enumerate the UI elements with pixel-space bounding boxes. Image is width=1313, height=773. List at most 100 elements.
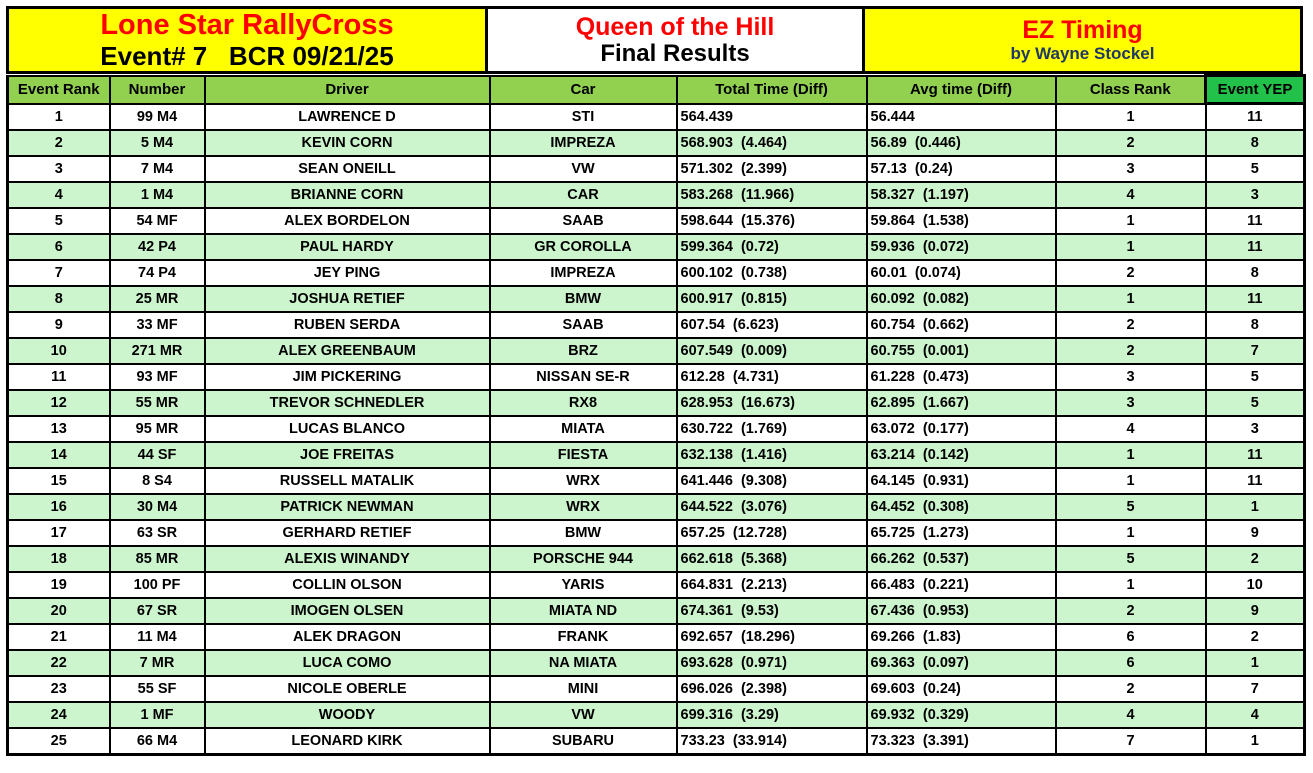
cell-car: CAR (488, 181, 678, 209)
cell-total-time: 662.618 (5.368) (675, 545, 868, 573)
cell-class-rank: 2 (1054, 597, 1207, 625)
cell-number: 67 SR (108, 597, 206, 625)
cell-driver: BRIANNE CORN (203, 181, 491, 209)
cell-avg-time: 69.363 (0.097) (865, 649, 1057, 677)
results-label: Final Results (600, 39, 750, 67)
table-row: 15 8 S4 RUSSELL MATALIK WRX 641.446 (9.308) 6… (6, 467, 1306, 495)
cell-event-rank: 21 (6, 623, 111, 651)
column-header-class-rank: Class Rank (1054, 74, 1207, 105)
cell-event-rank: 10 (6, 337, 111, 365)
cell-event-rank: 1 (6, 102, 111, 131)
cell-avg-time: 60.754 (0.662) (865, 311, 1057, 339)
cell-car: WRX (488, 467, 678, 495)
cell-total-time: 607.54 (6.623) (675, 311, 868, 339)
cell-event-yep: 8 (1204, 259, 1306, 287)
cell-car: BMW (488, 519, 678, 547)
column-header-avg-time: Avg time (Diff) (865, 74, 1057, 105)
cell-car: VW (488, 701, 678, 729)
cell-event-yep: 11 (1204, 441, 1306, 469)
cell-class-rank: 5 (1054, 493, 1207, 521)
cell-avg-time: 60.092 (0.082) (865, 285, 1057, 313)
cell-event-rank: 24 (6, 701, 111, 729)
column-header-total-time: Total Time (Diff) (675, 74, 868, 105)
cell-class-rank: 3 (1054, 155, 1207, 183)
cell-event-yep: 3 (1204, 415, 1306, 443)
cell-car: MIATA ND (488, 597, 678, 625)
cell-avg-time: 65.725 (1.273) (865, 519, 1057, 547)
cell-avg-time: 69.603 (0.24) (865, 675, 1057, 703)
cell-avg-time: 57.13 (0.24) (865, 155, 1057, 183)
cell-car: NA MIATA (488, 649, 678, 677)
cell-event-rank: 18 (6, 545, 111, 573)
header-row: Event Rank Number Driver Car Total Time (Dif… (6, 74, 1306, 105)
cell-driver: IMOGEN OLSEN (203, 597, 491, 625)
cell-driver: RUSSELL MATALIK (203, 467, 491, 495)
cell-avg-time: 58.327 (1.197) (865, 181, 1057, 209)
banner-event-section: Lone Star RallyCross Event# 7 BCR 09/21/… (6, 6, 488, 74)
cell-driver: RUBEN SERDA (203, 311, 491, 339)
cell-avg-time: 61.228 (0.473) (865, 363, 1057, 391)
cell-event-yep: 2 (1204, 545, 1306, 573)
cell-driver: PATRICK NEWMAN (203, 493, 491, 521)
cell-number: 54 MF (108, 207, 206, 235)
table-row: 12 55 MR TREVOR SCHNEDLER RX8 628.953 (16.67… (6, 389, 1306, 417)
timing-brand: EZ Timing (1022, 15, 1143, 44)
cell-driver: PAUL HARDY (203, 233, 491, 261)
cell-number: 30 M4 (108, 493, 206, 521)
cell-number: 1 MF (108, 701, 206, 729)
cell-car: STI (488, 102, 678, 131)
cell-number: 11 M4 (108, 623, 206, 651)
cell-avg-time: 62.895 (1.667) (865, 389, 1057, 417)
cell-car: PORSCHE 944 (488, 545, 678, 573)
cell-driver: ALEXIS WINANDY (203, 545, 491, 573)
cell-avg-time: 69.932 (0.329) (865, 701, 1057, 729)
cell-car: NISSAN SE-R (488, 363, 678, 391)
cell-driver: JIM PICKERING (203, 363, 491, 391)
cell-avg-time: 63.072 (0.177) (865, 415, 1057, 443)
timing-credit: by Wayne Stockel (1010, 43, 1155, 63)
cell-total-time: 674.361 (9.53) (675, 597, 868, 625)
results-header: Event Rank Number Driver Car Total Time (Dif… (6, 74, 1306, 105)
cell-event-yep: 7 (1204, 675, 1306, 703)
table-row: 19 100 PF COLLIN OLSON YARIS 664.831 (2.213)… (6, 571, 1306, 599)
table-row: 25 66 M4 LEONARD KIRK SUBARU 733.23 (33.914)… (6, 727, 1306, 756)
cell-class-rank: 1 (1054, 571, 1207, 599)
cell-event-rank: 15 (6, 467, 111, 495)
cell-event-yep: 11 (1204, 285, 1306, 313)
cell-number: 55 MR (108, 389, 206, 417)
cell-number: 66 M4 (108, 727, 206, 756)
table-row: 16 30 M4 PATRICK NEWMAN WRX 644.522 (3.076) 6… (6, 493, 1306, 521)
cell-class-rank: 3 (1054, 363, 1207, 391)
cell-class-rank: 7 (1054, 727, 1207, 756)
cell-event-rank: 19 (6, 571, 111, 599)
cell-total-time: 628.953 (16.673) (675, 389, 868, 417)
cell-event-rank: 16 (6, 493, 111, 521)
column-header-number: Number (108, 74, 206, 105)
cell-driver: LUCAS BLANCO (203, 415, 491, 443)
cell-number: 8 S4 (108, 467, 206, 495)
table-row: 13 95 MR LUCAS BLANCO MIATA 630.722 (1.769) 6… (6, 415, 1306, 443)
cell-driver: JOSHUA RETIEF (203, 285, 491, 313)
cell-event-yep: 1 (1204, 727, 1306, 756)
cell-event-rank: 14 (6, 441, 111, 469)
cell-car: FIESTA (488, 441, 678, 469)
cell-total-time: 632.138 (1.416) (675, 441, 868, 469)
cell-number: 93 MF (108, 363, 206, 391)
column-header-driver: Driver (203, 74, 491, 105)
cell-car: VW (488, 155, 678, 183)
cell-event-rank: 11 (6, 363, 111, 391)
cell-avg-time: 60.755 (0.001) (865, 337, 1057, 365)
cell-car: IMPREZA (488, 259, 678, 287)
series-title: Lone Star RallyCross (100, 9, 394, 42)
column-header-car: Car (488, 74, 678, 105)
cell-driver: TREVOR SCHNEDLER (203, 389, 491, 417)
cell-event-rank: 12 (6, 389, 111, 417)
cell-driver: ALEK DRAGON (203, 623, 491, 651)
cell-avg-time: 69.266 (1.83) (865, 623, 1057, 651)
table-row: 10 271 MR ALEX GREENBAUM BRZ 607.549 (0.009)… (6, 337, 1306, 365)
cell-event-yep: 11 (1204, 207, 1306, 235)
cell-driver: LAWRENCE D (203, 102, 491, 131)
